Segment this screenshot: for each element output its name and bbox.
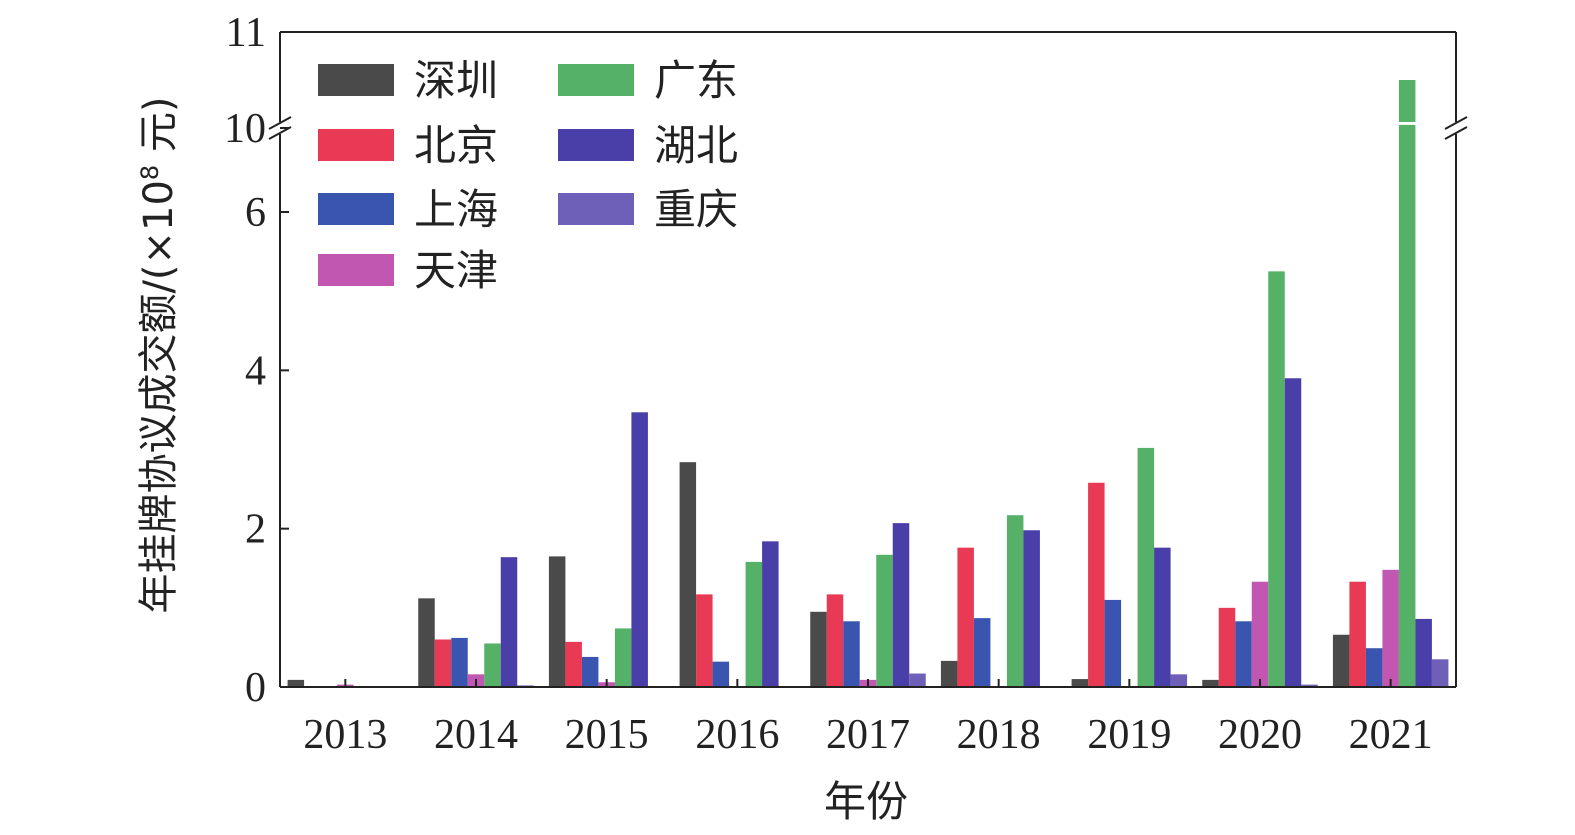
bar [287, 679, 305, 687]
legend-label: 北京 [414, 121, 498, 170]
legend-swatch [318, 254, 394, 286]
bar [940, 660, 958, 687]
legend-swatch [318, 64, 394, 96]
y-tick-label: 0 [245, 665, 266, 711]
bar [973, 618, 991, 687]
legend-label: 广东 [654, 56, 738, 105]
axes: 0 2 4 6 10 11 2013 2014 2015 2016 2017 2018 2019 2020… [224, 10, 1468, 758]
y-axis-label-main: 年挂牌协议成交额/(×10 [136, 180, 182, 614]
bar [1398, 80, 1416, 122]
bar [1104, 599, 1122, 687]
x-tick-label: 2020 [1218, 712, 1302, 758]
bar [1251, 581, 1269, 687]
bar [1332, 634, 1350, 687]
bar [565, 641, 582, 687]
axis-break-mark [1444, 116, 1468, 130]
bar [762, 541, 779, 687]
legend-label: 重庆 [654, 185, 738, 234]
x-tick-label: 2018 [957, 712, 1041, 758]
bar [451, 637, 468, 687]
bar [548, 556, 566, 687]
bar [909, 673, 926, 687]
bar [1284, 378, 1302, 687]
bar [1170, 674, 1188, 687]
y-tick-label: 10 [224, 106, 266, 152]
y-tick-label: 6 [245, 190, 266, 236]
bar [679, 462, 697, 687]
legend-label: 深圳 [414, 56, 498, 105]
bar [1415, 618, 1432, 687]
bar [1154, 547, 1171, 687]
legend-swatch [318, 193, 394, 225]
y-tick-label: 2 [245, 507, 266, 553]
x-tick-label: 2015 [565, 712, 649, 758]
legend-swatch [558, 193, 634, 225]
bar [1301, 684, 1318, 687]
bar [1431, 659, 1449, 687]
bar [1398, 124, 1416, 687]
legend-label: 上海 [414, 185, 498, 234]
bar [581, 656, 599, 687]
legend-swatch [558, 129, 634, 161]
bar [1218, 607, 1236, 687]
bar [810, 611, 827, 687]
bar [1365, 648, 1383, 687]
bar [1235, 621, 1252, 687]
y-axis-label: 年挂牌协议成交额/(×108 元) [136, 96, 182, 613]
bar [500, 557, 518, 687]
bar [892, 523, 910, 687]
y-axis-label-unit: 元) [136, 96, 182, 164]
x-tick-label: 2017 [826, 712, 910, 758]
bar [418, 598, 435, 687]
x-tick-label: 2013 [303, 712, 387, 758]
legend-swatch [318, 129, 394, 161]
legend-label: 天津 [414, 246, 498, 295]
x-tick-label: 2014 [434, 712, 518, 758]
y-tick-label: 4 [245, 348, 266, 394]
bar [957, 547, 974, 687]
bar [631, 412, 648, 687]
bar [1023, 530, 1040, 687]
bar [1071, 679, 1089, 687]
bar [696, 594, 713, 687]
bar [1137, 447, 1155, 687]
bar [826, 594, 844, 687]
bar [843, 621, 860, 687]
bar [614, 628, 632, 687]
x-tick-label: 2021 [1349, 712, 1433, 758]
bar [1268, 271, 1285, 687]
bar [1382, 569, 1399, 687]
bar [745, 561, 763, 687]
axis-break-mark [268, 116, 292, 130]
bar [1006, 515, 1024, 687]
y-tick-label: 11 [226, 10, 266, 56]
x-tick-label: 2016 [695, 712, 779, 758]
y-axis-label-exponent: 8 [136, 165, 164, 180]
x-axis-label: 年份 [824, 777, 908, 826]
axis-break-mark [1444, 126, 1468, 140]
legend-label: 湖北 [654, 121, 738, 170]
legend-swatch [558, 64, 634, 96]
bar [484, 643, 501, 687]
bar [1202, 679, 1219, 687]
plot-area [287, 80, 1449, 687]
bar [712, 661, 730, 687]
bar [876, 554, 893, 687]
x-tick-label: 2019 [1087, 712, 1171, 758]
bar [1088, 482, 1105, 687]
bar [1349, 581, 1366, 687]
bar [434, 639, 452, 687]
